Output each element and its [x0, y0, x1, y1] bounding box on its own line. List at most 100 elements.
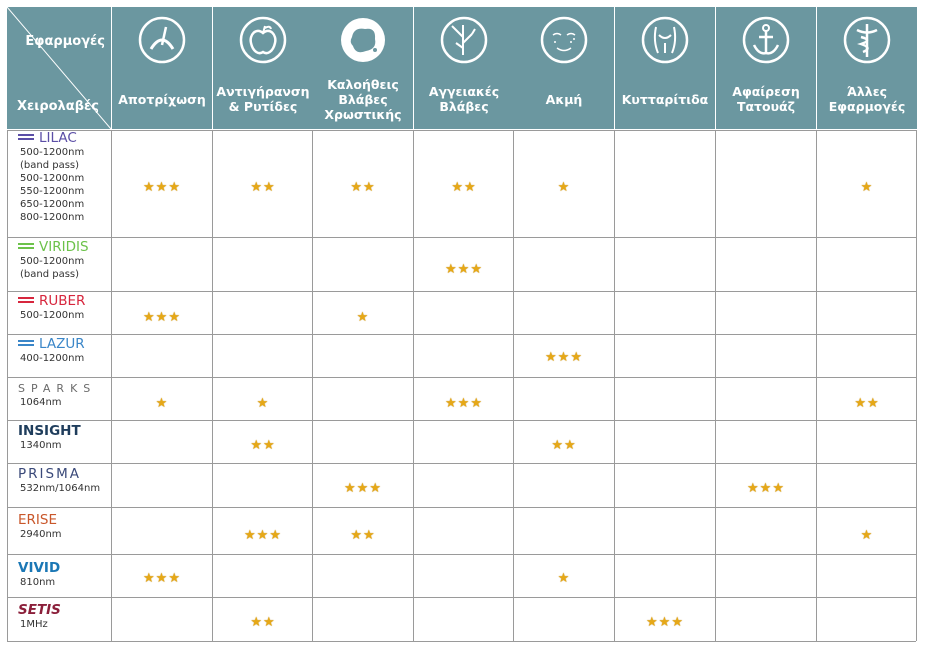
handpiece-spec: 532nm/1064nm: [20, 483, 101, 494]
column-divider: [7, 130, 8, 641]
handpiece-brand: INSIGHT: [18, 423, 81, 439]
column-header: Ακμή: [514, 7, 614, 129]
handpiece-name: SPARKS: [18, 381, 111, 396]
anchor-tattoo-icon: [741, 15, 791, 65]
star-rating: ★★: [451, 180, 477, 195]
handpiece-brand: SPARKS: [18, 382, 97, 395]
column-header: Άλλες Εφαρμογές: [817, 7, 917, 129]
handpiece-name: INSIGHT: [18, 424, 111, 439]
column-header: Αφαίρεση Τατουάζ: [716, 7, 816, 129]
star-rating: ★★★: [244, 528, 282, 543]
handpiece-cell: LAZUR 400-1200nm: [7, 337, 111, 365]
row-divider: [7, 597, 916, 598]
star-rating: ★★: [854, 396, 880, 411]
column-divider: [111, 130, 112, 641]
star-rating: ★★: [350, 528, 376, 543]
star-rating: ★★★: [445, 262, 483, 277]
handpiece-spec: 1064nm: [20, 397, 62, 408]
row-divider: [7, 377, 916, 378]
column-label: Κυτταρίτιδα: [621, 91, 709, 107]
handpiece-cell: PRISMA 532nm/1064nm: [7, 467, 111, 495]
column-header: Αντιγήρανση & Ρυτίδες: [213, 7, 313, 129]
handpiece-brand: VIRIDIS: [39, 239, 89, 255]
star-rating: ★: [256, 396, 270, 411]
star-rating: ★★★: [143, 571, 181, 586]
handpiece-name: LAZUR: [18, 337, 111, 352]
row-divider: [7, 334, 916, 335]
handpiece-brand: RUBER: [39, 293, 86, 309]
acne-face-icon: [539, 15, 589, 65]
handpiece-cell: ERISE 2940nm: [7, 513, 111, 541]
handpiece-cell: VIVID 810nm: [7, 561, 111, 589]
handpiece-cell: LILAC 500-1200nm (band pass) 500-1200nm 5…: [7, 131, 111, 224]
handpiece-cell: VIRIDIS 500-1200nm (band pass): [7, 240, 111, 281]
handpiece-spec: 500-1200nm (band pass) 500-1200nm 550-12…: [20, 147, 85, 223]
column-divider: [413, 130, 414, 641]
star-rating: ★★: [350, 180, 376, 195]
column-label: Αποτρίχωση: [118, 91, 206, 107]
row-divider: [7, 463, 916, 464]
handpiece-brand: SETIS: [18, 602, 61, 618]
handpiece-spec: 810nm: [20, 577, 56, 588]
star-rating: ★★★: [747, 481, 785, 496]
pigment-spot-icon: [338, 15, 388, 65]
handpiece-name: VIRIDIS: [18, 240, 111, 255]
column-label: Αντιγήρανση & Ρυτίδες: [216, 84, 310, 114]
column-divider: [513, 130, 514, 641]
star-rating: ★: [860, 528, 874, 543]
column-header: Καλοήθεις Βλάβες Χρωστικής: [313, 7, 413, 129]
handpiece-name: RUBER: [18, 294, 111, 309]
handpiece-brand: ERISE: [18, 512, 57, 528]
column-divider: [212, 130, 213, 641]
handpiece-cell: SPARKS 1064nm: [7, 381, 111, 409]
handpiece-spec: 1340nm: [20, 440, 62, 451]
row-divider: [7, 641, 916, 642]
star-rating: ★★: [250, 615, 276, 630]
row-divider: [7, 291, 916, 292]
handpieces-label: Χειρολαβές: [17, 99, 99, 114]
star-rating: ★★★: [545, 350, 583, 365]
handpiece-cell: SETIS 1MHz: [7, 603, 111, 631]
row-divider: [7, 554, 916, 555]
handpiece-spec: 2940nm: [20, 529, 62, 540]
column-header: Αποτρίχωση: [112, 7, 212, 129]
star-rating: ★★: [250, 180, 276, 195]
column-header: Κυτταρίτιδα: [615, 7, 715, 129]
row-divider: [7, 507, 916, 508]
handpiece-name: PRISMA: [18, 467, 111, 482]
handpiece-brand: PRISMA: [18, 466, 81, 482]
corner-header: Εφαρμογές Χειρολαβές: [7, 7, 111, 129]
handpiece-brand: VIVID: [18, 560, 61, 576]
star-rating: ★★★: [646, 615, 684, 630]
star-rating: ★: [356, 310, 370, 325]
star-rating: ★★★: [143, 310, 181, 325]
star-rating: ★★: [551, 438, 577, 453]
column-divider: [614, 130, 615, 641]
column-divider: [916, 130, 917, 641]
star-rating: ★: [557, 180, 571, 195]
star-rating: ★: [557, 571, 571, 586]
handpiece-name: SETIS: [18, 603, 111, 618]
star-rating: ★★★: [445, 396, 483, 411]
star-rating: ★★: [250, 438, 276, 453]
column-label: Καλοήθεις Βλάβες Χρωστικής: [324, 76, 402, 122]
hair-follicle-icon: [137, 15, 187, 65]
handpiece-brand: LILAC: [39, 130, 77, 146]
handpiece-spec: 500-1200nm (band pass): [20, 256, 85, 280]
handpiece-cell: INSIGHT 1340nm: [7, 424, 111, 452]
handpiece-name: LILAC: [18, 131, 111, 146]
column-label: Άλλες Εφαρμογές: [828, 84, 906, 114]
column-divider: [715, 130, 716, 641]
column-header: Αγγειακές Βλάβες: [414, 7, 514, 129]
row-divider: [7, 130, 916, 131]
applications-label: Εφαρμογές: [25, 34, 105, 49]
row-divider: [7, 237, 916, 238]
column-divider: [816, 130, 817, 641]
handpiece-cell: RUBER 500-1200nm: [7, 294, 111, 322]
brand-bars-icon: [18, 243, 34, 249]
column-label: Αφαίρεση Τατουάζ: [732, 84, 800, 114]
apple-icon: [238, 15, 288, 65]
row-divider: [7, 420, 916, 421]
handpiece-brand: LAZUR: [39, 336, 85, 352]
